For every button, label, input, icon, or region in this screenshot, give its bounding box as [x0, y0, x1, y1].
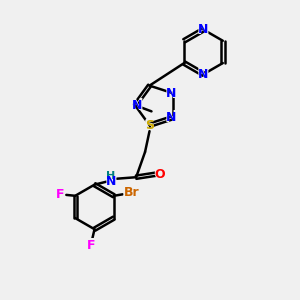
Text: N: N — [166, 87, 176, 100]
Text: Br: Br — [122, 185, 141, 200]
Text: O: O — [154, 168, 165, 181]
Text: Br: Br — [124, 186, 140, 199]
Text: H: H — [106, 171, 116, 181]
Text: N: N — [131, 99, 142, 112]
Text: N: N — [166, 111, 176, 124]
Text: H: H — [105, 169, 117, 183]
Text: N: N — [197, 22, 210, 37]
Text: S: S — [144, 118, 155, 133]
Text: F: F — [56, 188, 64, 201]
Text: N: N — [197, 67, 210, 82]
Text: N: N — [130, 98, 143, 113]
Text: O: O — [153, 167, 167, 182]
Text: F: F — [87, 239, 96, 252]
Text: F: F — [55, 187, 66, 202]
Text: N: N — [106, 175, 116, 188]
Text: N: N — [198, 68, 209, 81]
Text: N: N — [198, 23, 209, 36]
Text: S: S — [145, 119, 154, 132]
Text: N: N — [165, 110, 178, 125]
Text: F: F — [86, 238, 97, 253]
Text: N: N — [165, 86, 178, 101]
Text: N: N — [104, 174, 117, 189]
